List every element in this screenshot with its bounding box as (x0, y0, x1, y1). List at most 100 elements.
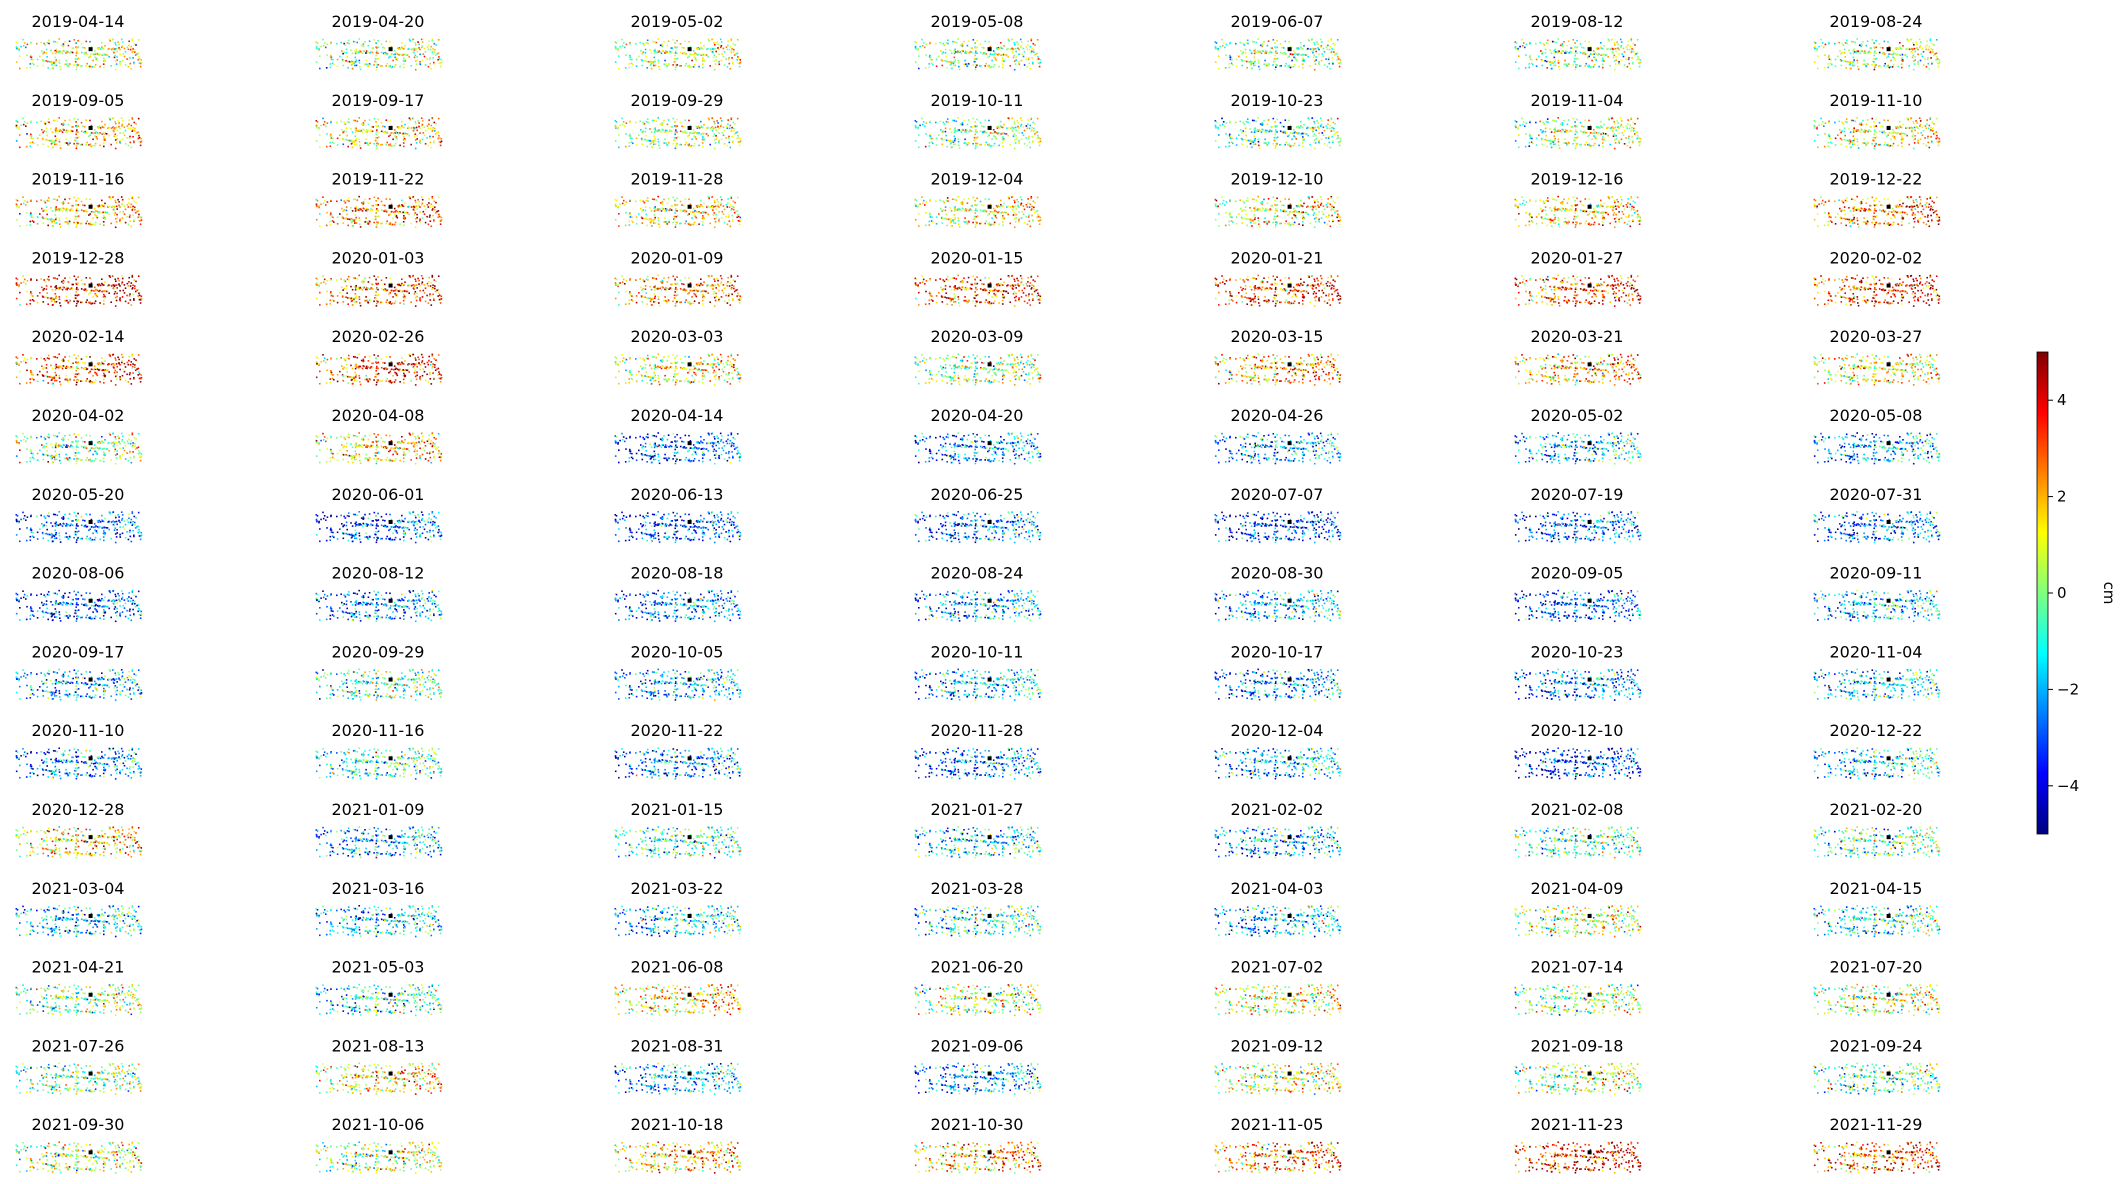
scatter-point (119, 128, 121, 130)
scatter-point (1271, 47, 1273, 49)
scatter-point (47, 218, 49, 220)
scatter-point (346, 52, 348, 54)
scatter-point (68, 45, 70, 47)
scatter-point (1017, 43, 1019, 45)
scatter-point (1254, 131, 1256, 133)
scatter-point (1033, 130, 1035, 132)
scatter-point (1017, 122, 1019, 124)
scatter-point (37, 59, 39, 61)
scatter-point (376, 131, 378, 133)
scatter-point (122, 217, 124, 219)
scatter-point (348, 40, 350, 42)
scatter-point (702, 57, 704, 59)
scatter-point (40, 42, 42, 44)
scatter-point (1608, 119, 1610, 121)
scatter-point (929, 67, 931, 69)
scatter-point (1617, 43, 1619, 45)
scatter-point (703, 138, 705, 140)
scatter-point (365, 60, 367, 62)
scatter-point (1921, 53, 1923, 55)
scatter-point (319, 68, 321, 70)
scatter-point (1838, 121, 1840, 123)
scatter-point (1014, 133, 1016, 135)
scatter-point (1563, 64, 1565, 66)
scatter-point (20, 125, 22, 127)
scatter-point (355, 214, 357, 216)
scatter-point (345, 218, 347, 220)
scatter-point (668, 142, 670, 144)
scatter-point (423, 211, 425, 213)
scatter-point (1032, 62, 1034, 64)
scatter-point (1828, 43, 1830, 45)
scatter-point (1331, 40, 1333, 42)
scatter-point (1928, 142, 1930, 144)
scatter-point (631, 138, 633, 140)
scatter-point (1318, 132, 1320, 134)
scatter-point (389, 145, 391, 147)
scatter-point (1912, 57, 1914, 59)
scatter-point (376, 126, 378, 128)
scatter-point (1596, 47, 1598, 49)
scatter-point (1925, 125, 1927, 127)
scatter-point (1519, 46, 1521, 48)
scatter-point (1266, 66, 1268, 68)
scatter-point (1933, 54, 1935, 56)
scatter-point (110, 223, 112, 225)
scatter-point (1917, 128, 1919, 130)
scatter-point (1893, 131, 1895, 133)
scatter-point (939, 121, 941, 123)
scatter-point (946, 121, 948, 123)
scatter-point (1325, 58, 1327, 60)
scatter-point (1296, 126, 1298, 128)
scatter-point (1021, 45, 1023, 47)
scatter-point (1936, 135, 1938, 137)
scatter-point (377, 210, 379, 212)
scatter-point (1628, 57, 1630, 59)
scatter-point (1829, 137, 1831, 139)
scatter-point (1553, 65, 1555, 67)
scatter-point (367, 144, 369, 146)
scatter-point (128, 123, 130, 125)
scatter-point (960, 123, 962, 125)
scatter-point (1000, 42, 1002, 44)
scatter-point (1853, 127, 1855, 129)
scatter-point (62, 210, 64, 212)
scatter-point (674, 137, 676, 139)
scatter-point (39, 134, 41, 136)
scatter-point (76, 129, 78, 131)
scatter-point (949, 128, 951, 130)
scatter-point (1029, 49, 1031, 51)
scatter-point (136, 53, 138, 55)
scatter-point (1627, 41, 1629, 43)
scatter-point (386, 142, 388, 144)
scatter-point (116, 214, 118, 216)
scatter-point (1276, 143, 1278, 145)
scatter-point (1853, 57, 1855, 59)
scatter-point (1008, 39, 1010, 41)
scatter-point (656, 121, 658, 123)
scatter-point (384, 205, 386, 207)
scatter-point (1287, 57, 1289, 59)
scatter-point (686, 53, 688, 55)
scatter-point (1865, 144, 1867, 146)
scatter-point (1544, 139, 1546, 141)
scatter-point (325, 204, 327, 206)
scatter-point (1302, 57, 1304, 59)
scatter-point (956, 121, 958, 123)
scatter-point (1040, 59, 1042, 61)
scatter-point (327, 122, 329, 124)
scatter-point (1573, 118, 1575, 120)
scatter-point (359, 62, 361, 64)
scatter-point (75, 200, 77, 202)
scatter-point (1541, 53, 1543, 55)
scatter-point (1593, 145, 1595, 147)
scatter-point (1890, 139, 1892, 141)
scatter-point (326, 54, 328, 56)
scatter-point (1920, 60, 1922, 62)
scatter-point (1018, 128, 1020, 130)
scatter-point (698, 145, 700, 147)
scatter-point (1262, 45, 1264, 47)
scatter-point (1540, 50, 1542, 52)
scatter-point (116, 221, 118, 223)
scatter-point (1554, 138, 1556, 140)
